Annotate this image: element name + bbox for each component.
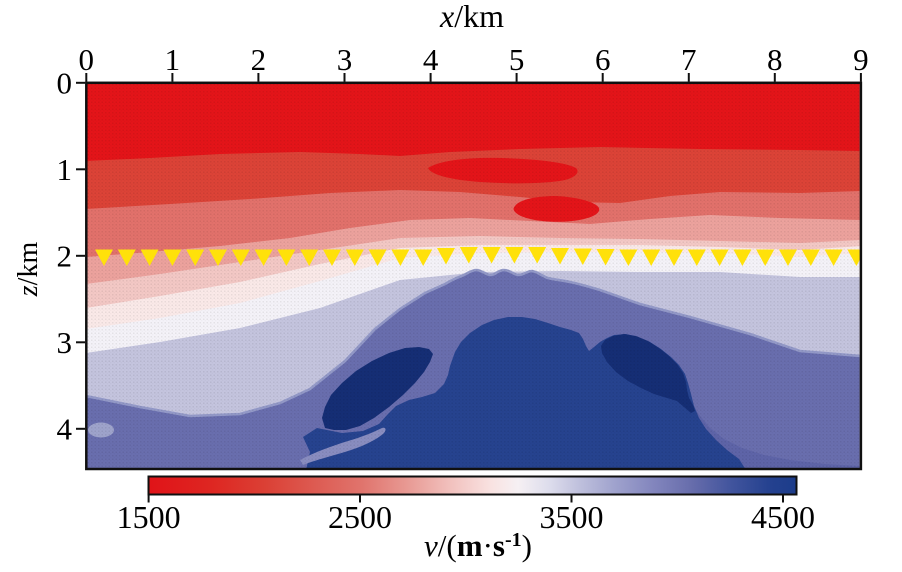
- svg-text:4500: 4500: [751, 499, 815, 535]
- svg-text:5: 5: [509, 42, 525, 77]
- svg-text:2500: 2500: [328, 499, 392, 535]
- svg-text:0: 0: [57, 65, 73, 100]
- svg-text:3: 3: [337, 42, 353, 77]
- svg-text:z/km: z/km: [13, 242, 44, 298]
- svg-text:1: 1: [165, 42, 181, 77]
- svg-text:2: 2: [251, 42, 267, 77]
- svg-text:2: 2: [57, 238, 73, 273]
- svg-text:4: 4: [423, 42, 439, 77]
- svg-text:1500: 1500: [117, 499, 181, 535]
- svg-text:1: 1: [57, 152, 73, 187]
- svg-text:9: 9: [853, 42, 869, 77]
- svg-text:0: 0: [79, 42, 95, 77]
- svg-text:3: 3: [57, 325, 73, 360]
- svg-text:3500: 3500: [540, 499, 604, 535]
- svg-text:8: 8: [767, 42, 783, 77]
- svg-text:7: 7: [681, 42, 697, 77]
- svg-text:x/km: x/km: [439, 0, 504, 34]
- svg-text:v/(m·s-1): v/(m·s-1): [424, 528, 532, 563]
- svg-text:4: 4: [57, 411, 73, 446]
- svg-text:6: 6: [595, 42, 611, 77]
